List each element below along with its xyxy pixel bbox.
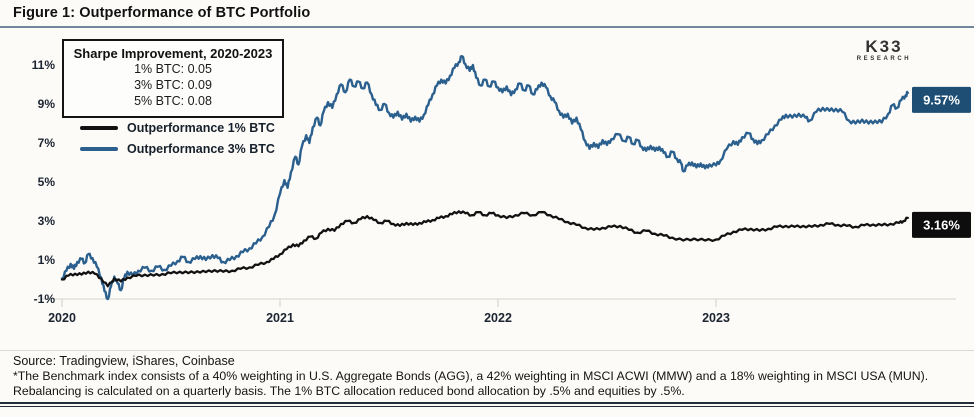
chart-legend: Outperformance 1% BTC Outperformance 3% … — [80, 117, 275, 159]
x-tick-label: 2021 — [266, 311, 294, 325]
legend-swatch-3pct — [80, 146, 118, 151]
sharpe-3pct-value: 3% BTC: 0.09 — [134, 77, 212, 92]
figure-title: Figure 1: Outperformance of BTC Portfoli… — [13, 5, 311, 21]
x-tick-label: 2023 — [702, 311, 730, 325]
sharpe-box-title: Sharpe Improvement, 2020-2023 — [73, 46, 273, 61]
end-value-badge-btc-1pct — [912, 211, 971, 238]
sharpe-annotation-box: Sharpe Improvement, 2020-2023 1% BTC: 0.… — [62, 39, 284, 119]
x-tick-label: 2020 — [48, 311, 76, 325]
y-tick-label: 5% — [38, 175, 56, 189]
end-value-label-btc-3pct: 9.57% — [923, 92, 960, 107]
y-tick-label: 1% — [38, 253, 56, 267]
y-tick-label: 7% — [38, 136, 56, 150]
k33-research-logo: K33 RESEARCH — [853, 38, 915, 62]
y-tick-label: -1% — [34, 292, 56, 306]
legend-item-3pct: Outperformance 3% BTC — [80, 138, 275, 159]
legend-label-3pct: Outperformance 3% BTC — [127, 141, 275, 156]
y-tick-label: 3% — [38, 214, 56, 228]
chart-area: 2020 2021 2022 2023 -1% 1% 3% 5% 7% 9% 11% 9.57% 3.1… — [0, 30, 974, 350]
series-line-btc-3pct — [60, 55, 909, 301]
y-tick-label: 11% — [32, 58, 56, 72]
title-divider — [0, 26, 974, 28]
sharpe-5pct-value: 5% BTC: 0.08 — [134, 93, 212, 108]
source-attribution: Source: Tradingview, iShares, Coinbase — [13, 354, 235, 368]
benchmark-footnote: *The Benchmark index consists of a 40% w… — [13, 369, 929, 398]
end-value-badge-btc-3pct — [912, 86, 971, 113]
series-line-btc-1pct — [60, 210, 909, 288]
k33-logo-subtext: RESEARCH — [856, 56, 912, 62]
legend-label-1pct: Outperformance 1% BTC — [127, 120, 275, 135]
bottom-double-rule — [0, 402, 974, 407]
legend-swatch-1pct — [80, 125, 118, 130]
footer-divider — [0, 350, 974, 351]
legend-item-1pct: Outperformance 1% BTC — [80, 117, 275, 138]
y-tick-label: 9% — [38, 97, 56, 111]
x-tick-label: 2022 — [484, 311, 512, 325]
sharpe-1pct-value: 1% BTC: 0.05 — [134, 62, 212, 76]
outperformance-line-chart: 2020 2021 2022 2023 -1% 1% 3% 5% 7% 9% 11% 9.57% 3.1… — [32, 55, 971, 325]
k33-logo-text: K33 — [865, 37, 903, 56]
end-value-label-btc-1pct: 3.16% — [923, 217, 960, 232]
